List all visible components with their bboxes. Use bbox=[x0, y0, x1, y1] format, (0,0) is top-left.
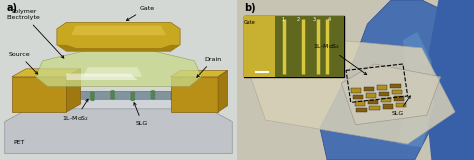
Bar bbox=[393, 96, 404, 101]
Polygon shape bbox=[171, 70, 228, 77]
Polygon shape bbox=[218, 70, 228, 112]
Text: 2: 2 bbox=[297, 17, 300, 22]
Polygon shape bbox=[398, 32, 434, 147]
Circle shape bbox=[171, 98, 175, 100]
Text: Gate: Gate bbox=[244, 20, 256, 25]
Text: PET: PET bbox=[13, 140, 25, 145]
Circle shape bbox=[70, 94, 74, 96]
Circle shape bbox=[50, 92, 54, 95]
Polygon shape bbox=[427, 0, 474, 160]
Polygon shape bbox=[66, 69, 81, 112]
Text: SLG: SLG bbox=[134, 103, 148, 126]
Polygon shape bbox=[171, 77, 218, 112]
Polygon shape bbox=[320, 0, 450, 160]
Circle shape bbox=[131, 95, 135, 98]
Circle shape bbox=[91, 95, 94, 98]
Text: a): a) bbox=[7, 3, 18, 13]
Circle shape bbox=[91, 98, 94, 100]
Bar bbox=[366, 93, 376, 98]
Polygon shape bbox=[36, 91, 201, 99]
Polygon shape bbox=[5, 109, 232, 154]
Text: 3: 3 bbox=[312, 17, 316, 22]
Bar bbox=[377, 85, 387, 90]
Circle shape bbox=[50, 95, 54, 98]
Text: b): b) bbox=[244, 3, 256, 13]
Polygon shape bbox=[57, 45, 180, 51]
FancyBboxPatch shape bbox=[244, 16, 275, 77]
Circle shape bbox=[151, 91, 155, 93]
Text: SLG: SLG bbox=[392, 96, 410, 116]
Circle shape bbox=[131, 92, 135, 95]
Polygon shape bbox=[249, 35, 455, 144]
FancyBboxPatch shape bbox=[244, 16, 344, 77]
Text: Polymer
Electrolyte: Polymer Electrolyte bbox=[7, 9, 64, 58]
Circle shape bbox=[131, 98, 135, 100]
Circle shape bbox=[151, 94, 155, 96]
FancyBboxPatch shape bbox=[275, 16, 344, 77]
Circle shape bbox=[70, 96, 74, 99]
Polygon shape bbox=[71, 26, 166, 35]
Bar bbox=[368, 100, 378, 104]
Bar bbox=[392, 90, 402, 94]
Polygon shape bbox=[66, 74, 137, 80]
Bar bbox=[390, 84, 401, 88]
Circle shape bbox=[110, 91, 114, 93]
Bar bbox=[381, 98, 391, 102]
Circle shape bbox=[91, 92, 94, 95]
Text: 1L-MoS$_2$: 1L-MoS$_2$ bbox=[313, 42, 367, 75]
Text: 4: 4 bbox=[328, 17, 331, 22]
Circle shape bbox=[171, 95, 175, 98]
Polygon shape bbox=[12, 69, 81, 77]
Polygon shape bbox=[57, 22, 180, 51]
Bar bbox=[351, 88, 361, 93]
Bar bbox=[364, 87, 374, 91]
Bar bbox=[370, 106, 380, 110]
Bar bbox=[356, 108, 367, 112]
Text: Drain: Drain bbox=[197, 57, 222, 77]
Circle shape bbox=[110, 94, 114, 96]
Circle shape bbox=[110, 96, 114, 99]
Bar bbox=[353, 95, 363, 99]
Bar bbox=[379, 92, 390, 96]
Bar bbox=[395, 103, 406, 107]
Polygon shape bbox=[83, 67, 142, 77]
Text: 1: 1 bbox=[282, 17, 285, 22]
Polygon shape bbox=[12, 77, 66, 112]
Circle shape bbox=[50, 98, 54, 100]
Bar bbox=[383, 104, 393, 109]
Circle shape bbox=[151, 96, 155, 99]
Circle shape bbox=[70, 91, 74, 93]
Circle shape bbox=[171, 92, 175, 95]
Text: 1L-MoS$_2$: 1L-MoS$_2$ bbox=[62, 99, 90, 123]
Text: Gate: Gate bbox=[127, 6, 155, 20]
Text: Source: Source bbox=[8, 52, 38, 74]
Polygon shape bbox=[36, 48, 201, 86]
Polygon shape bbox=[28, 99, 209, 109]
Polygon shape bbox=[341, 64, 441, 125]
Bar bbox=[355, 101, 365, 106]
Polygon shape bbox=[0, 0, 237, 160]
Polygon shape bbox=[237, 0, 474, 160]
